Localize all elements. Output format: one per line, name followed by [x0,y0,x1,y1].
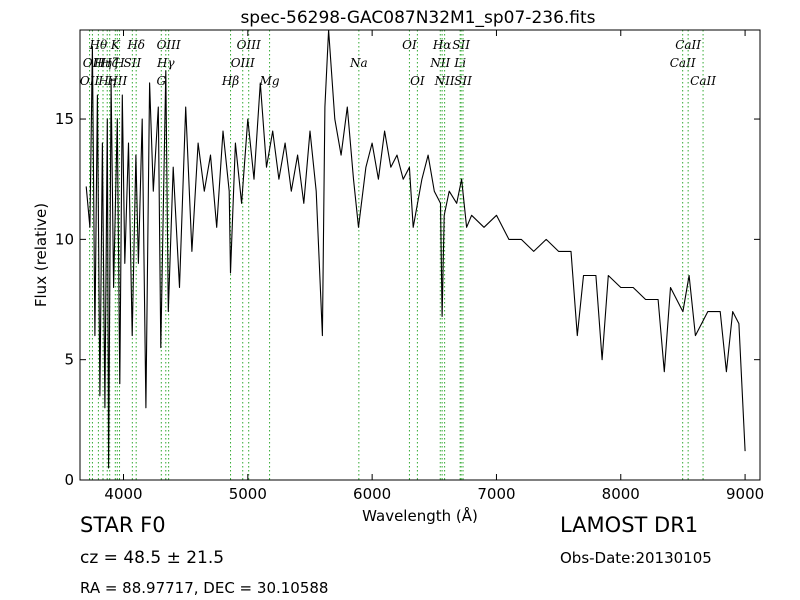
line-label: SII [452,38,470,52]
line-label: Hγ [156,56,175,70]
y-tick-label: 0 [64,471,74,489]
line-label: OI [402,38,417,52]
x-tick-label: 4000 [104,485,142,503]
y-tick-label: 10 [55,230,74,248]
line-label: OIII [231,56,255,70]
line-label: CaII [675,38,701,52]
x-tick-label: 7000 [477,485,515,503]
line-label: Hθ [89,38,108,52]
line-label: K [110,38,121,52]
line-label: CaII [690,74,716,88]
x-tick-label: 5000 [229,485,267,503]
line-label: NII [434,74,455,88]
line-label: OI [410,74,425,88]
line-label: G [157,74,167,88]
plot-frame [79,29,761,481]
line-label: SII [454,74,472,88]
line-label: OIII [157,38,181,52]
line-label: OII [80,74,100,88]
object-class: STAR F0 [80,513,166,537]
line-label: H [113,56,125,70]
plot-area: OIIOIIHθHηHηHζKHIIHSIIHδGHγOIIIHβOIIIOII… [55,29,764,503]
line-label: Hη [97,74,116,88]
chart-title: spec-56298-GAC087N32M1_sp07-236.fits [240,8,595,28]
line-label: Hα [432,38,452,52]
line-label: Li [453,56,466,70]
line-label: Hδ [126,38,145,52]
x-tick-label: 6000 [353,485,391,503]
x-tick-label: 8000 [602,485,640,503]
y-tick-label: 15 [55,110,74,128]
redshift-cz: cz = 48.5 ± 21.5 [80,548,225,568]
line-label: OIII [237,38,261,52]
line-label: Hβ [221,74,239,88]
survey-name: LAMOST DR1 [560,513,699,537]
obs-date: Obs-Date:20130105 [560,549,712,567]
line-label: SII [123,56,141,70]
spectrum-line [85,29,746,469]
x-tick-label: 9000 [726,485,764,503]
line-label: Hη [93,56,112,70]
line-label: Na [349,56,368,70]
line-label: NII [429,56,450,70]
line-label: CaII [670,56,696,70]
line-label: HII [106,74,127,88]
x-axis-label: Wavelength (Å) [362,506,478,525]
ra-dec: RA = 88.97717, DEC = 30.10588 [80,579,329,597]
line-label: Mg [259,74,280,88]
y-tick-label: 5 [64,351,74,369]
y-axis-label: Flux (relative) [32,203,50,307]
